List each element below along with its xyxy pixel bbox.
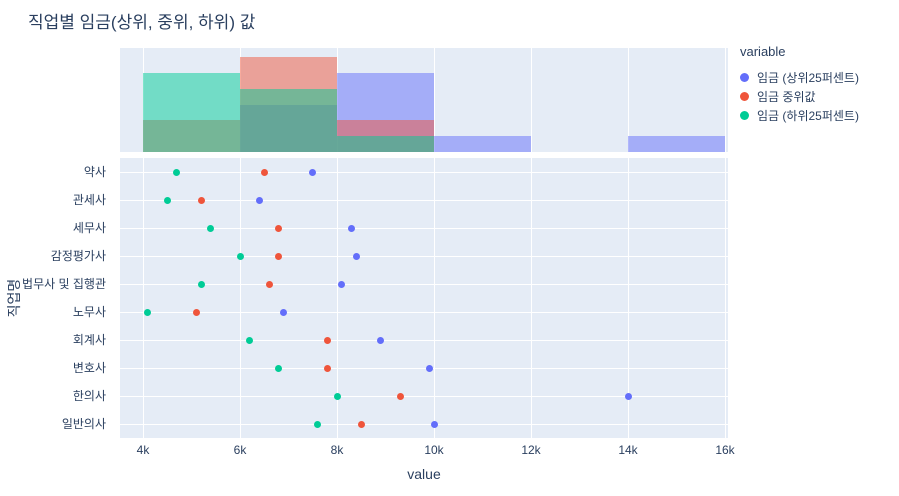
x-tick-label: 4k xyxy=(136,443,150,457)
scatter-point[interactable] xyxy=(323,364,331,372)
x-gridline xyxy=(434,48,435,152)
x-gridline xyxy=(725,48,726,152)
scatter-point[interactable] xyxy=(624,392,632,400)
y-gridline xyxy=(120,396,728,397)
scatter-point[interactable] xyxy=(323,336,331,344)
x-gridline xyxy=(725,158,726,438)
scatter-point[interactable] xyxy=(425,364,433,372)
y-tick-label: 변호사 xyxy=(72,361,106,375)
x-tick-label: 14k xyxy=(618,443,638,457)
scatter-point[interactable] xyxy=(197,280,205,288)
y-tick-label: 노무사 xyxy=(72,305,106,319)
scatter-point[interactable] xyxy=(265,280,273,288)
legend-item[interactable]: 임금 (상위25퍼센트) xyxy=(740,68,859,87)
x-axis-title: value xyxy=(407,466,441,482)
scatter-point[interactable] xyxy=(236,252,244,260)
scatter-point[interactable] xyxy=(192,308,200,316)
y-tick-label: 법무사 및 집행관 xyxy=(22,277,106,291)
x-axis-tick-labels: 4k 6k 8k 10k 12k 14k 16k xyxy=(120,443,735,459)
scatter-point[interactable] xyxy=(338,280,346,288)
x-gridline xyxy=(143,158,144,438)
y-gridline xyxy=(120,424,728,425)
x-tick-label: 16k xyxy=(715,443,735,457)
scatter-point[interactable] xyxy=(314,420,322,428)
scatter-point[interactable] xyxy=(275,252,283,260)
x-tick-label: 8k xyxy=(330,443,344,457)
legend-item[interactable]: 임금 (하위25퍼센트) xyxy=(740,106,859,125)
y-tick-label: 관세사 xyxy=(72,193,106,207)
scatter-point[interactable] xyxy=(377,336,385,344)
x-tick-label: 6k xyxy=(233,443,247,457)
scatter-point[interactable] xyxy=(260,168,268,176)
legend-item-label: 임금 중위값 xyxy=(757,90,816,104)
legend-item-label: 임금 (상위25퍼센트) xyxy=(757,71,859,85)
y-gridline xyxy=(120,256,728,257)
histogram-bar[interactable] xyxy=(143,72,240,152)
marginal-histogram-panel xyxy=(120,48,728,152)
y-tick-label: 회계사 xyxy=(72,333,106,347)
scatter-point[interactable] xyxy=(275,224,283,232)
scatter-point[interactable] xyxy=(309,168,317,176)
y-gridline xyxy=(120,228,728,229)
y-tick-label: 약사 xyxy=(83,165,106,179)
x-gridline xyxy=(434,158,435,438)
y-axis-title: 직업명 xyxy=(6,278,22,318)
y-gridline xyxy=(120,340,728,341)
legend-marker-icon xyxy=(740,111,749,120)
y-tick-label: 한의사 xyxy=(72,389,106,403)
legend-item[interactable]: 임금 중위값 xyxy=(740,87,859,106)
scatter-point[interactable] xyxy=(430,420,438,428)
scatter-point[interactable] xyxy=(275,364,283,372)
y-tick-label: 일반의사 xyxy=(61,417,106,431)
x-gridline xyxy=(628,158,629,438)
x-tick-label: 10k xyxy=(424,443,444,457)
x-gridline xyxy=(240,158,241,438)
scatter-point[interactable] xyxy=(255,196,263,204)
legend-item-label: 임금 (하위25퍼센트) xyxy=(757,109,859,123)
histogram-bar[interactable] xyxy=(240,88,337,152)
scatter-point[interactable] xyxy=(144,308,152,316)
y-gridline xyxy=(120,200,728,201)
legend-marker-icon xyxy=(740,73,749,82)
histogram-bar[interactable] xyxy=(337,136,434,152)
y-gridline xyxy=(120,284,728,285)
legend-title: variable xyxy=(740,44,786,59)
scatter-point[interactable] xyxy=(246,336,254,344)
scatter-plot-panel xyxy=(120,158,728,438)
y-gridline xyxy=(120,312,728,313)
scatter-point[interactable] xyxy=(396,392,404,400)
x-gridline xyxy=(531,158,532,438)
scatter-point[interactable] xyxy=(280,308,288,316)
scatter-point[interactable] xyxy=(352,252,360,260)
y-tick-label: 감정평가사 xyxy=(50,249,106,263)
x-tick-label: 12k xyxy=(521,443,541,457)
scatter-point[interactable] xyxy=(207,224,215,232)
legend-marker-icon xyxy=(740,92,749,101)
x-gridline xyxy=(531,48,532,152)
histogram-bar[interactable] xyxy=(434,136,531,152)
scatter-point[interactable] xyxy=(333,392,341,400)
x-gridline xyxy=(628,48,629,152)
y-gridline xyxy=(120,368,728,369)
histogram-bar[interactable] xyxy=(628,136,725,152)
scatter-point[interactable] xyxy=(163,196,171,204)
y-gridline xyxy=(120,172,728,173)
scatter-point[interactable] xyxy=(357,420,365,428)
chart-title: 직업별 임금(상위, 중위, 하위) 값 xyxy=(28,13,256,32)
x-gridline xyxy=(337,158,338,438)
scatter-point[interactable] xyxy=(173,168,181,176)
scatter-point[interactable] xyxy=(348,224,356,232)
y-tick-label: 세무사 xyxy=(72,221,106,235)
scatter-point[interactable] xyxy=(197,196,205,204)
